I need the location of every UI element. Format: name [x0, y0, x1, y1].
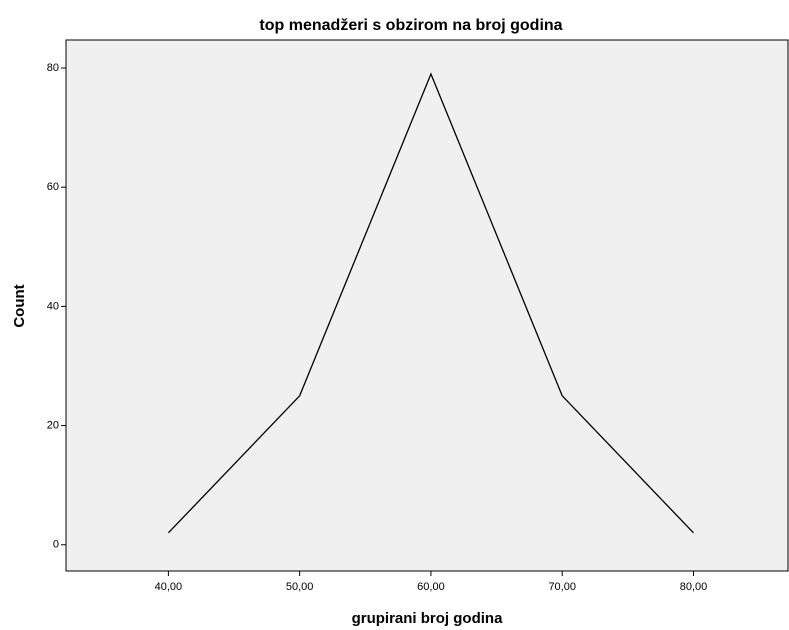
- line: [167, 72, 694, 534]
- x-tick-label: 70,00: [548, 581, 576, 593]
- y-tick-label: 20: [47, 419, 59, 431]
- y-tick-label: 40: [47, 300, 59, 312]
- x-tick-label: 60,00: [417, 581, 445, 593]
- y-tick-label: 60: [47, 181, 59, 193]
- y-axis-label: Count: [11, 284, 28, 327]
- chart-title: top menadžeri s obzirom na broj godina: [259, 17, 562, 34]
- plot-area: [65, 39, 789, 572]
- x-tick-label: 50,00: [286, 581, 314, 593]
- y-tick-label: 80: [47, 62, 59, 74]
- x-tick-label: 40,00: [155, 581, 183, 593]
- y-tick-label: 0: [53, 539, 59, 551]
- x-axis-label: grupirani broj godina: [352, 610, 503, 627]
- x-tick-label: 80,00: [680, 581, 708, 593]
